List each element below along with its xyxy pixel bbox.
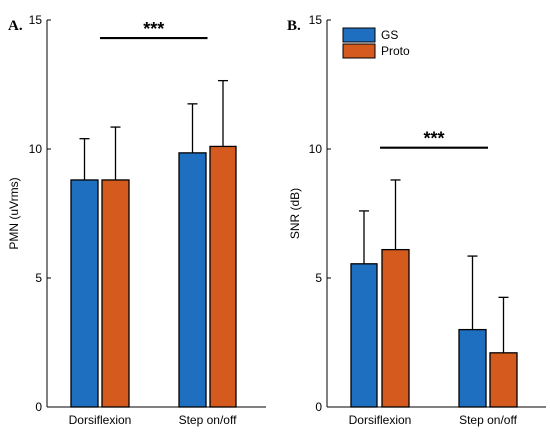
x-tick-label: Step on/off [179, 413, 237, 427]
x-tick-label: Dorsiflexion [349, 413, 412, 427]
bar-proto [489, 352, 518, 408]
y-tick-label: 10 [309, 142, 323, 156]
x-tick-label: Step on/off [459, 413, 517, 427]
bar-gs [178, 152, 207, 408]
significance-label: *** [423, 129, 444, 149]
y-axis-label: SNR (dB) [288, 188, 302, 239]
y-tick-label: 0 [315, 400, 322, 414]
legend-swatch-proto [342, 43, 376, 59]
bar-gs [458, 328, 487, 408]
panel-label: B. [287, 18, 301, 34]
bar-proto [381, 248, 410, 408]
bar-gs [350, 263, 378, 408]
bar-proto [209, 145, 237, 408]
panel-label: A. [8, 18, 23, 34]
significance-label: *** [143, 19, 164, 39]
x-tick-label: Dorsiflexion [69, 413, 132, 427]
legend-swatch-gs [342, 27, 376, 43]
legend-label: Proto [381, 44, 410, 58]
y-tick-label: 15 [309, 13, 323, 27]
y-tick-label: 10 [29, 142, 43, 156]
y-tick-label: 0 [35, 400, 42, 414]
y-tick-label: 5 [315, 271, 322, 285]
bar-gs [70, 179, 99, 408]
bar-proto [101, 179, 130, 408]
y-axis-label: PMN (uVrms) [7, 177, 21, 249]
y-tick-label: 15 [29, 13, 43, 27]
y-tick-label: 5 [35, 271, 42, 285]
legend-label: GS [381, 28, 398, 42]
